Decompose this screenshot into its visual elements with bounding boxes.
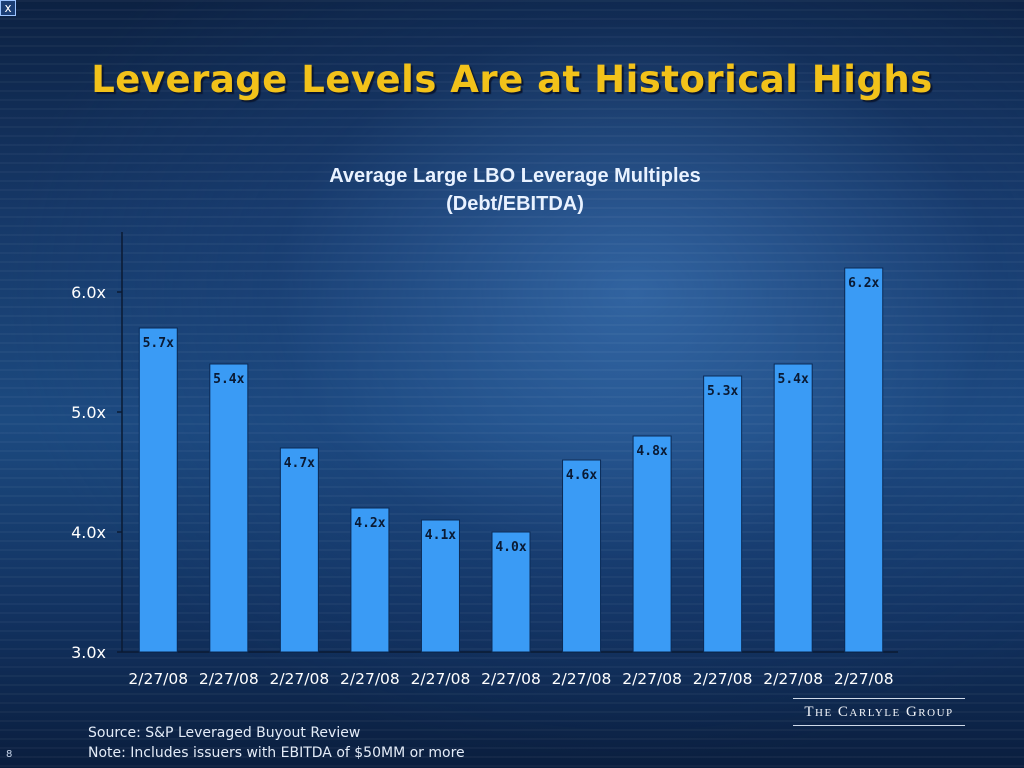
- chart-title: Average Large LBO Leverage Multiples: [329, 165, 701, 187]
- x-tick-label: 2/27/08: [128, 670, 188, 688]
- data-label: 4.1x: [425, 528, 456, 543]
- x-tick-label: 2/27/08: [693, 670, 753, 688]
- data-label: 5.3x: [707, 384, 738, 399]
- slide-title: Leverage Levels Are at Historical Highs: [91, 58, 933, 101]
- x-tick-label: 2/27/08: [481, 670, 541, 688]
- page-number: 8: [6, 749, 13, 760]
- data-label: 6.2x: [848, 276, 879, 291]
- bar: [350, 507, 390, 653]
- y-tick-label: 4.0x: [71, 523, 106, 542]
- bar: [138, 327, 178, 653]
- data-label: 5.4x: [213, 372, 244, 387]
- bar: [844, 267, 884, 653]
- bar: [279, 447, 319, 653]
- close-button[interactable]: x: [0, 0, 16, 16]
- y-tick-label: 6.0x: [71, 283, 106, 302]
- data-label: 4.7x: [284, 456, 315, 471]
- x-tick-label: 2/27/08: [199, 670, 259, 688]
- x-tick-label: 2/27/08: [763, 670, 823, 688]
- y-tick-label: 5.0x: [71, 403, 106, 422]
- x-tick-label: 2/27/08: [269, 670, 329, 688]
- data-label: 5.7x: [143, 336, 174, 351]
- data-label: 4.2x: [354, 516, 385, 531]
- bar: [209, 363, 249, 653]
- data-label: 5.4x: [778, 372, 809, 387]
- bar: [491, 531, 531, 653]
- data-label: 4.6x: [566, 468, 597, 483]
- carlyle-logo: The Carlyle Group: [793, 698, 965, 726]
- bar: [562, 459, 602, 653]
- x-tick-label: 2/27/08: [552, 670, 612, 688]
- bar: [773, 363, 813, 653]
- data-label: 4.8x: [636, 444, 667, 459]
- x-tick-label: 2/27/08: [340, 670, 400, 688]
- bar: [703, 375, 743, 653]
- y-tick-label: 3.0x: [71, 643, 106, 662]
- footnote: Note: Includes issuers with EBITDA of $5…: [88, 745, 465, 761]
- source-note: Source: S&P Leveraged Buyout Review: [88, 725, 361, 741]
- bar: [420, 519, 460, 653]
- x-tick-label: 2/27/08: [622, 670, 682, 688]
- x-tick-label: 2/27/08: [834, 670, 894, 688]
- bar: [632, 435, 672, 653]
- data-label: 4.0x: [495, 540, 526, 555]
- x-tick-label: 2/27/08: [411, 670, 471, 688]
- chart-subtitle: (Debt/EBITDA): [446, 193, 584, 215]
